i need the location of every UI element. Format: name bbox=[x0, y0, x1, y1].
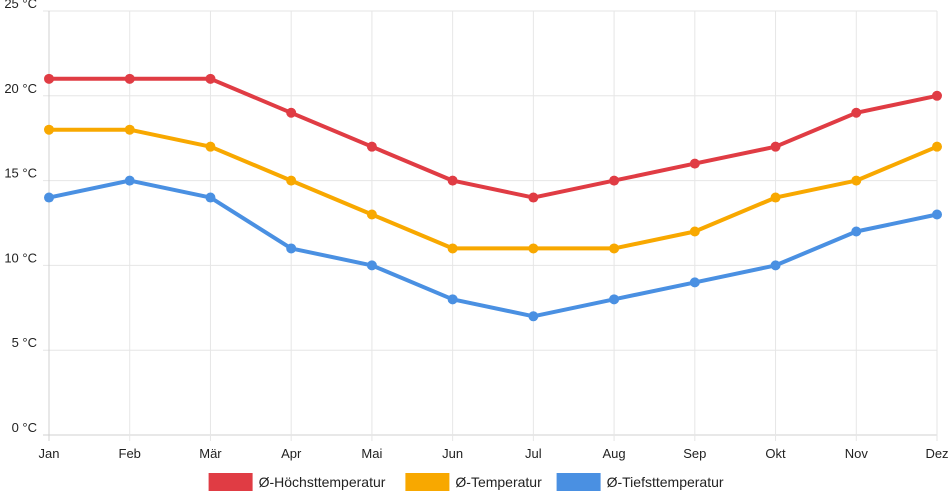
x-tick-label: Jul bbox=[525, 446, 542, 461]
axes: 0 °C 5 °C 10 °C 15 °C 20 °C 25 °C Jan Feb Mär Apr… bbox=[4, 0, 948, 461]
data-point[interactable] bbox=[205, 192, 216, 203]
x-tick-label: Sep bbox=[683, 446, 706, 461]
legend[interactable]: Ø-Höchsttemperatur Ø-Temperatur Ø-Tiefstte… bbox=[208, 473, 724, 491]
data-point[interactable] bbox=[689, 277, 700, 288]
data-point[interactable] bbox=[205, 141, 216, 152]
data-point[interactable] bbox=[932, 90, 942, 101]
data-point[interactable] bbox=[447, 175, 458, 186]
legend-swatch[interactable] bbox=[208, 473, 253, 491]
legend-label[interactable]: Ø-Temperatur bbox=[455, 474, 542, 490]
data-point[interactable] bbox=[770, 141, 781, 152]
y-tick-label: 10 °C bbox=[4, 250, 37, 265]
x-tick-label: Mär bbox=[199, 446, 222, 461]
x-tick-label: Feb bbox=[119, 446, 141, 461]
x-tick-label: Aug bbox=[603, 446, 626, 461]
x-tick-label: Apr bbox=[281, 446, 302, 461]
x-tick-label: Nov bbox=[845, 446, 869, 461]
legend-label[interactable]: Ø-Tiefsttemperatur bbox=[607, 474, 724, 490]
data-point[interactable] bbox=[124, 124, 135, 135]
data-point[interactable] bbox=[205, 73, 216, 84]
data-point[interactable] bbox=[366, 260, 377, 271]
data-point[interactable] bbox=[286, 107, 297, 118]
data-point[interactable] bbox=[770, 260, 781, 271]
data-point[interactable] bbox=[689, 226, 700, 237]
x-tick-label: Jun bbox=[442, 446, 463, 461]
x-tick-label: Jan bbox=[39, 446, 60, 461]
data-point[interactable] bbox=[366, 141, 377, 152]
series-lines bbox=[44, 73, 942, 322]
data-point[interactable] bbox=[932, 209, 942, 220]
x-tick-label: Okt bbox=[765, 446, 786, 461]
legend-item-1[interactable]: Ø-Höchsttemperatur bbox=[208, 473, 386, 491]
data-point[interactable] bbox=[851, 175, 862, 186]
x-tick-label: Mai bbox=[361, 446, 382, 461]
data-point[interactable] bbox=[528, 192, 539, 203]
data-point[interactable] bbox=[44, 192, 54, 203]
grid bbox=[43, 10, 938, 441]
y-tick-label: 5 °C bbox=[12, 335, 37, 350]
data-point[interactable] bbox=[609, 243, 620, 254]
data-point[interactable] bbox=[851, 226, 862, 237]
y-tick-label: 25 °C bbox=[4, 0, 37, 11]
data-point[interactable] bbox=[932, 141, 942, 152]
data-point[interactable] bbox=[447, 243, 458, 254]
y-tick-label: 15 °C bbox=[4, 166, 37, 181]
data-point[interactable] bbox=[770, 192, 781, 203]
data-point[interactable] bbox=[528, 243, 539, 254]
series-line-3 bbox=[47, 178, 939, 319]
data-point[interactable] bbox=[286, 243, 297, 254]
data-point[interactable] bbox=[366, 209, 377, 220]
y-tick-label: 0 °C bbox=[12, 420, 37, 435]
y-tick-label: 20 °C bbox=[4, 81, 37, 96]
data-point[interactable] bbox=[124, 73, 135, 84]
data-point[interactable] bbox=[447, 294, 458, 305]
data-point[interactable] bbox=[286, 175, 297, 186]
data-point[interactable] bbox=[124, 175, 135, 186]
x-tick-label: Dez bbox=[925, 446, 948, 461]
legend-swatch[interactable] bbox=[556, 473, 601, 491]
data-point[interactable] bbox=[44, 124, 54, 135]
data-point[interactable] bbox=[528, 311, 539, 322]
legend-swatch[interactable] bbox=[405, 473, 450, 491]
data-point[interactable] bbox=[851, 107, 862, 118]
data-point[interactable] bbox=[609, 294, 620, 305]
data-point[interactable] bbox=[44, 73, 54, 84]
legend-item-3[interactable]: Ø-Tiefsttemperatur bbox=[556, 473, 724, 491]
data-point[interactable] bbox=[609, 175, 620, 186]
legend-item-2[interactable]: Ø-Temperatur bbox=[405, 473, 542, 491]
legend-label[interactable]: Ø-Höchsttemperatur bbox=[259, 474, 386, 490]
data-point[interactable] bbox=[689, 158, 700, 169]
series-line-2 bbox=[47, 127, 939, 251]
series-line-1 bbox=[47, 76, 939, 200]
